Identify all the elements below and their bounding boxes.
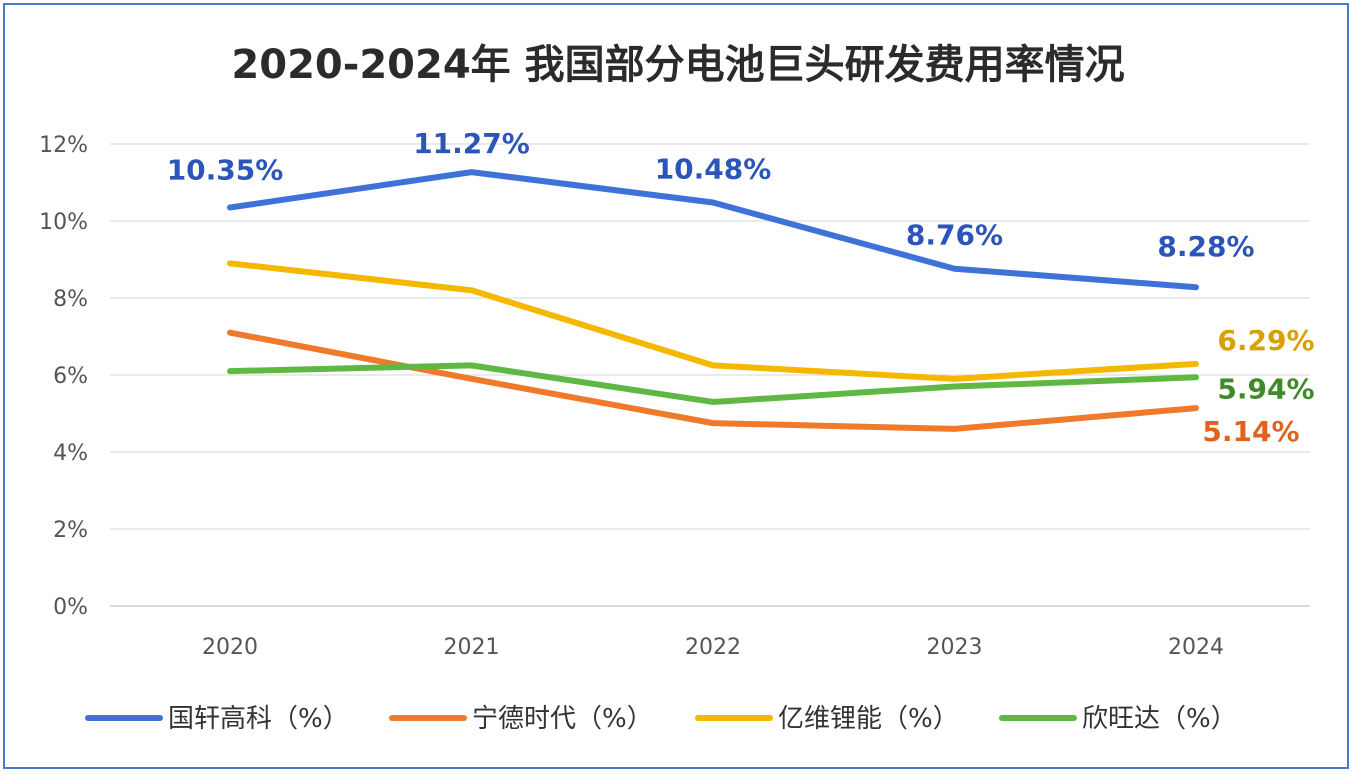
data-label: 10.48% [655, 153, 772, 186]
y-axis-ticks: 0% 2% 4% 6% 8% 10% 12% [39, 133, 88, 620]
legend-label: 亿维锂能（%） [778, 704, 959, 734]
x-tick-label: 2022 [685, 635, 741, 660]
y-tick-label: 8% [53, 287, 88, 312]
data-label: 5.14% [1202, 415, 1299, 448]
data-label: 6.29% [1217, 324, 1314, 357]
chart-frame [3, 3, 1349, 769]
series-line-2 [227, 260, 1199, 382]
legend-label: 欣旺达（%） [1082, 704, 1237, 734]
legend-label: 国轩高科（%） [168, 704, 349, 734]
x-tick-label: 2021 [444, 635, 500, 660]
series-layer [227, 169, 1199, 432]
x-tick-label: 2020 [202, 635, 258, 660]
data-label: 11.27% [413, 127, 530, 160]
x-axis-ticks: 2020 2021 2022 2023 2024 [202, 635, 1224, 660]
data-label: 10.35% [167, 154, 284, 187]
y-tick-label: 6% [53, 364, 88, 389]
y-tick-label: 0% [53, 595, 88, 620]
grid-layer [110, 143, 1310, 607]
legend-label: 宁德时代（%） [472, 704, 653, 734]
y-tick-label: 4% [53, 441, 88, 466]
data-labels: 10.35% 11.27% 10.48% 8.76% 8.28% 5.14% 6.29% 5.… [167, 127, 1315, 448]
y-tick-label: 2% [53, 518, 88, 543]
legend: 国轩高科（%） 宁德时代（%） 亿维锂能（%） 欣旺达（%） [85, 704, 1237, 734]
data-label: 8.28% [1157, 230, 1254, 263]
data-label: 5.94% [1217, 372, 1314, 405]
series-line-3 [227, 362, 1199, 405]
y-tick-label: 12% [39, 133, 88, 158]
y-tick-label: 10% [39, 210, 88, 235]
x-tick-label: 2024 [1168, 635, 1224, 660]
chart-title: 2020-2024年 我国部分电池巨头研发费用率情况 [231, 42, 1124, 88]
series-line-0 [227, 169, 1199, 291]
data-label: 8.76% [906, 219, 1003, 252]
series-line-1 [227, 329, 1199, 432]
x-tick-label: 2023 [927, 635, 983, 660]
